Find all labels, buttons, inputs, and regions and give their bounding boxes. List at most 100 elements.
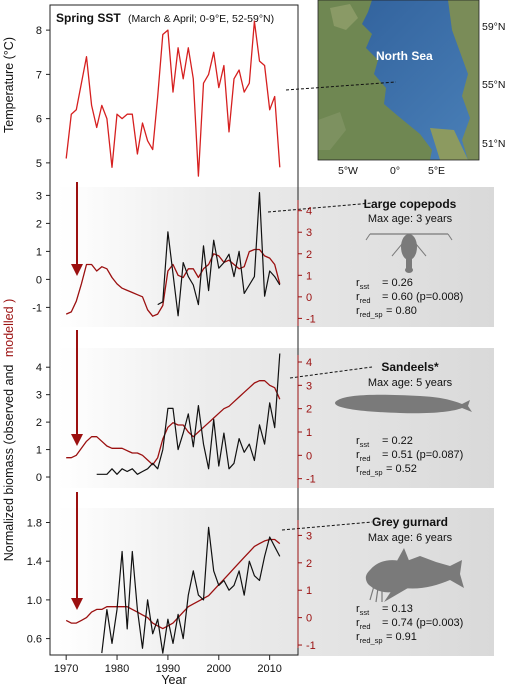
stat-value: = 0.74 (p=0.003) bbox=[382, 617, 463, 629]
map-lat-label: 55°N bbox=[482, 79, 505, 91]
stat-r: r bbox=[356, 277, 360, 289]
map-lat-label: 59°N bbox=[482, 21, 505, 33]
stat-row: rred bbox=[356, 617, 371, 631]
copepods-yaxis-tick-label: 2 bbox=[36, 218, 42, 230]
stat-value: = 0.51 (p=0.087) bbox=[382, 449, 463, 461]
x-axis-tick-label: 1990 bbox=[156, 663, 180, 675]
copepods-y2axis-tick-label: -1 bbox=[306, 313, 316, 325]
sst-ylabel: Temperature (°C) bbox=[2, 37, 16, 133]
sandeels-y2axis-tick-label: 0 bbox=[306, 450, 312, 462]
stat-sub: red bbox=[360, 296, 371, 305]
leader-sst-map bbox=[285, 81, 397, 91]
sst-title: Spring SST (March & April; 0-9°E, 52-59°… bbox=[56, 11, 274, 25]
stat-row: rred bbox=[356, 291, 371, 305]
stat-sub: sst bbox=[360, 608, 371, 617]
stat-row: rsst bbox=[356, 603, 370, 617]
stat-value: = 0.26 bbox=[382, 277, 413, 289]
stat-sub: sst bbox=[360, 440, 371, 449]
sandeels-yaxis-tick-label: 3 bbox=[36, 390, 42, 402]
copepods-modelled-line bbox=[65, 248, 281, 317]
copepods-yaxis-tick-label: 3 bbox=[36, 190, 42, 202]
stat-r: r bbox=[356, 449, 360, 461]
copepods-y2axis-tick-label: 1 bbox=[306, 270, 312, 282]
x-axis-tick-label: 2000 bbox=[207, 663, 231, 675]
copepods-yaxis-tick-label: 1 bbox=[36, 246, 42, 258]
stat-row: rred_sp bbox=[356, 631, 383, 645]
stat-r: r bbox=[356, 631, 360, 643]
map-lon-label: 0° bbox=[390, 165, 400, 177]
copepods-title: Large copepods bbox=[364, 197, 457, 211]
stat-value: = 0.60 (p=0.008) bbox=[382, 291, 463, 303]
gurnard-yaxis-tick-label: 1.0 bbox=[27, 595, 42, 607]
leader-copepods bbox=[267, 202, 373, 213]
sandeels-modelled-line bbox=[66, 380, 281, 466]
copepods-y2axis-tick-label: 3 bbox=[306, 227, 312, 239]
map-lat-labels: 59°N 55°N 51°N bbox=[482, 21, 505, 150]
sandeels-stats: rsst = 0.22 rred = 0.51 (p=0.087) rred_s… bbox=[356, 435, 463, 477]
plot-frame bbox=[49, 4, 299, 656]
map-lon-label: 5°E bbox=[428, 165, 445, 177]
map-lon-label: 5°W bbox=[338, 165, 358, 177]
x-axis-tick-label: 1970 bbox=[54, 663, 78, 675]
map-lat-label: 51°N bbox=[482, 138, 505, 150]
stat-r: r bbox=[356, 463, 360, 475]
stat-r: r bbox=[356, 291, 360, 303]
biomass-ylabel-prefix: Normalized biomass (observed and bbox=[2, 365, 16, 562]
plot-layer: 5 6 7 8 -1 0 1 2 3 -1 0 1 2 3 4 0 1 2 3 4 -1 0 1 2 3 4 0.6 1.0 1.4 1.… bbox=[27, 20, 316, 685]
biomass-ylabel: Normalized biomass (observed and modelle… bbox=[2, 299, 16, 562]
sandeels-y2axis-tick-label: 1 bbox=[306, 427, 312, 439]
sandeels-title: Sandeels* bbox=[381, 360, 439, 374]
stat-r: r bbox=[356, 305, 360, 317]
panel-bg-sandeels bbox=[58, 348, 494, 488]
gurnard-silhouette-icon bbox=[365, 548, 464, 603]
gurnard-y2axis-tick-label: 1 bbox=[306, 585, 312, 597]
stat-sub: red_sp bbox=[360, 310, 383, 319]
stat-sub: red_sp bbox=[360, 468, 383, 477]
sandeels-y2axis-tick-label: -1 bbox=[306, 474, 316, 486]
x-axis-tick-label: 2010 bbox=[257, 663, 281, 675]
stat-value: = 0.13 bbox=[382, 603, 413, 615]
gurnard-stats: rsst = 0.13 rred = 0.74 (p=0.003) rred_s… bbox=[356, 603, 463, 645]
leader-sandeels bbox=[289, 366, 373, 379]
stat-value: = 0.52 bbox=[386, 463, 417, 475]
sst-yaxis-tick-label: 7 bbox=[36, 69, 42, 81]
stat-sub: sst bbox=[360, 282, 371, 291]
sst-series-line bbox=[65, 20, 281, 177]
sandeel-silhouette-icon bbox=[335, 394, 472, 414]
sandeels-y2axis-tick-label: 4 bbox=[306, 357, 312, 369]
stat-row: rred_sp bbox=[356, 463, 383, 477]
gurnard-modelled-line bbox=[65, 538, 281, 630]
leader-gurnard bbox=[281, 521, 373, 531]
sst-title-main: Spring SST bbox=[56, 11, 121, 25]
gurnard-y2axis-tick-label: 0 bbox=[306, 613, 312, 625]
x-axis-tick-label: 1980 bbox=[105, 663, 129, 675]
stat-row: rred bbox=[356, 449, 371, 463]
copepods-y2axis-tick-label: 0 bbox=[306, 292, 312, 304]
stat-row: rsst bbox=[356, 277, 370, 291]
sandeels-subtitle: Max age: 5 years bbox=[368, 377, 453, 389]
copepod-silhouette-icon bbox=[365, 233, 453, 273]
stat-sub: red_sp bbox=[360, 636, 383, 645]
copepods-yaxis-tick-label: 0 bbox=[36, 274, 42, 286]
sandeels-y2axis-tick-label: 2 bbox=[306, 404, 312, 416]
sst-yaxis-tick-label: 6 bbox=[36, 114, 42, 126]
sandeels-yaxis-tick-label: 1 bbox=[36, 445, 42, 457]
sst-yaxis-tick-label: 5 bbox=[36, 158, 42, 170]
stat-row: rred_sp bbox=[356, 305, 383, 319]
gurnard-yaxis-tick-label: 0.6 bbox=[27, 634, 42, 646]
stat-sub: red bbox=[360, 622, 371, 631]
stat-value: = 0.22 bbox=[382, 435, 413, 447]
copepods-y2axis-tick-label: 4 bbox=[306, 206, 312, 218]
gurnard-yaxis-tick-label: 1.8 bbox=[27, 518, 42, 530]
gurnard-observed-line bbox=[101, 526, 281, 654]
copepods-subtitle: Max age: 3 years bbox=[368, 213, 453, 225]
map-lon-labels: 5°W 0° 5°E bbox=[338, 165, 445, 177]
gurnard-yaxis-tick-label: 1.4 bbox=[27, 556, 42, 568]
sandeels-yaxis-tick-label: 2 bbox=[36, 417, 42, 429]
map-sea-label: North Sea bbox=[376, 49, 433, 63]
gurnard-y2axis-tick-label: 2 bbox=[306, 558, 312, 570]
stat-r: r bbox=[356, 617, 360, 629]
stat-value: = 0.80 bbox=[386, 305, 417, 317]
copepods-y2axis-tick-label: 2 bbox=[306, 249, 312, 261]
